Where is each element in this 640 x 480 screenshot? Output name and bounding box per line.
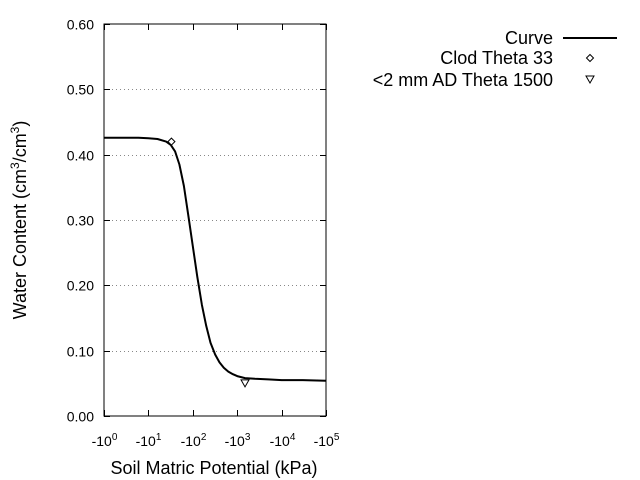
y-tick-label: 0.00 [67, 409, 94, 425]
series-layer [104, 136, 327, 388]
x-tick-label: -101 [136, 432, 162, 449]
y-tick-label: 0.50 [67, 82, 94, 98]
y-axis: 0.00 0.10 0.20 0.30 0.40 0.50 0.60 [67, 17, 326, 425]
x-tick-label-base: -10 [225, 433, 245, 449]
legend-label-curve: Curve [505, 28, 553, 48]
clod-theta-33-point [167, 137, 176, 146]
legend-swatch-diamond-marker [585, 53, 595, 63]
y-tick-label: 0.20 [67, 278, 94, 294]
x-tick-label: -103 [225, 432, 251, 449]
y-tick-label: 0.30 [67, 213, 94, 229]
x-tick-label-base: -10 [270, 433, 290, 449]
x-tick-label-base: -10 [136, 433, 156, 449]
gridlines [104, 89, 326, 352]
legend-label-clod-theta-33: Clod Theta 33 [440, 48, 553, 68]
x-tick-label-base: -10 [92, 433, 112, 449]
x-tick-label-exponent: 1 [156, 432, 162, 443]
x-tick-label-exponent: 0 [112, 432, 118, 443]
x-axis: -100 -101 -102 -103 -104 -105 [92, 24, 340, 449]
y-tick-label: 0.10 [67, 344, 94, 360]
x-tick-label: -105 [314, 432, 340, 449]
legend: Curve Clod Theta 33 <2 mm AD Theta 1500 [373, 28, 617, 90]
y-tick-label: 0.40 [67, 148, 94, 164]
legend-label-ad-theta-1500: <2 mm AD Theta 1500 [373, 70, 553, 90]
y-tick-label: 0.60 [67, 17, 94, 33]
y-axis-title: Water Content (cm3/cm3) [8, 121, 30, 320]
legend-swatch-triangle-marker [585, 75, 595, 85]
x-tick-label: -104 [270, 432, 296, 449]
x-tick-label-exponent: 4 [290, 432, 296, 443]
ad-theta-1500-point [240, 379, 250, 388]
x-tick-label-base: -10 [181, 433, 201, 449]
x-tick-label: -100 [92, 432, 118, 449]
x-tick-label-exponent: 2 [201, 432, 207, 443]
x-tick-label-exponent: 5 [334, 432, 340, 443]
x-tick-label-base: -10 [314, 433, 334, 449]
x-tick-label-exponent: 3 [245, 432, 251, 443]
curve-series-line [104, 136, 327, 382]
x-axis-title: Soil Matric Potential (kPa) [110, 458, 317, 478]
x-tick-label: -102 [181, 432, 207, 449]
